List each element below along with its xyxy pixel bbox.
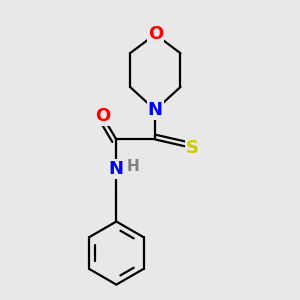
Text: N: N	[148, 101, 163, 119]
Text: N: N	[109, 160, 124, 178]
Text: O: O	[148, 25, 163, 43]
Text: O: O	[95, 107, 110, 125]
Text: S: S	[186, 139, 199, 157]
Text: H: H	[127, 159, 140, 174]
